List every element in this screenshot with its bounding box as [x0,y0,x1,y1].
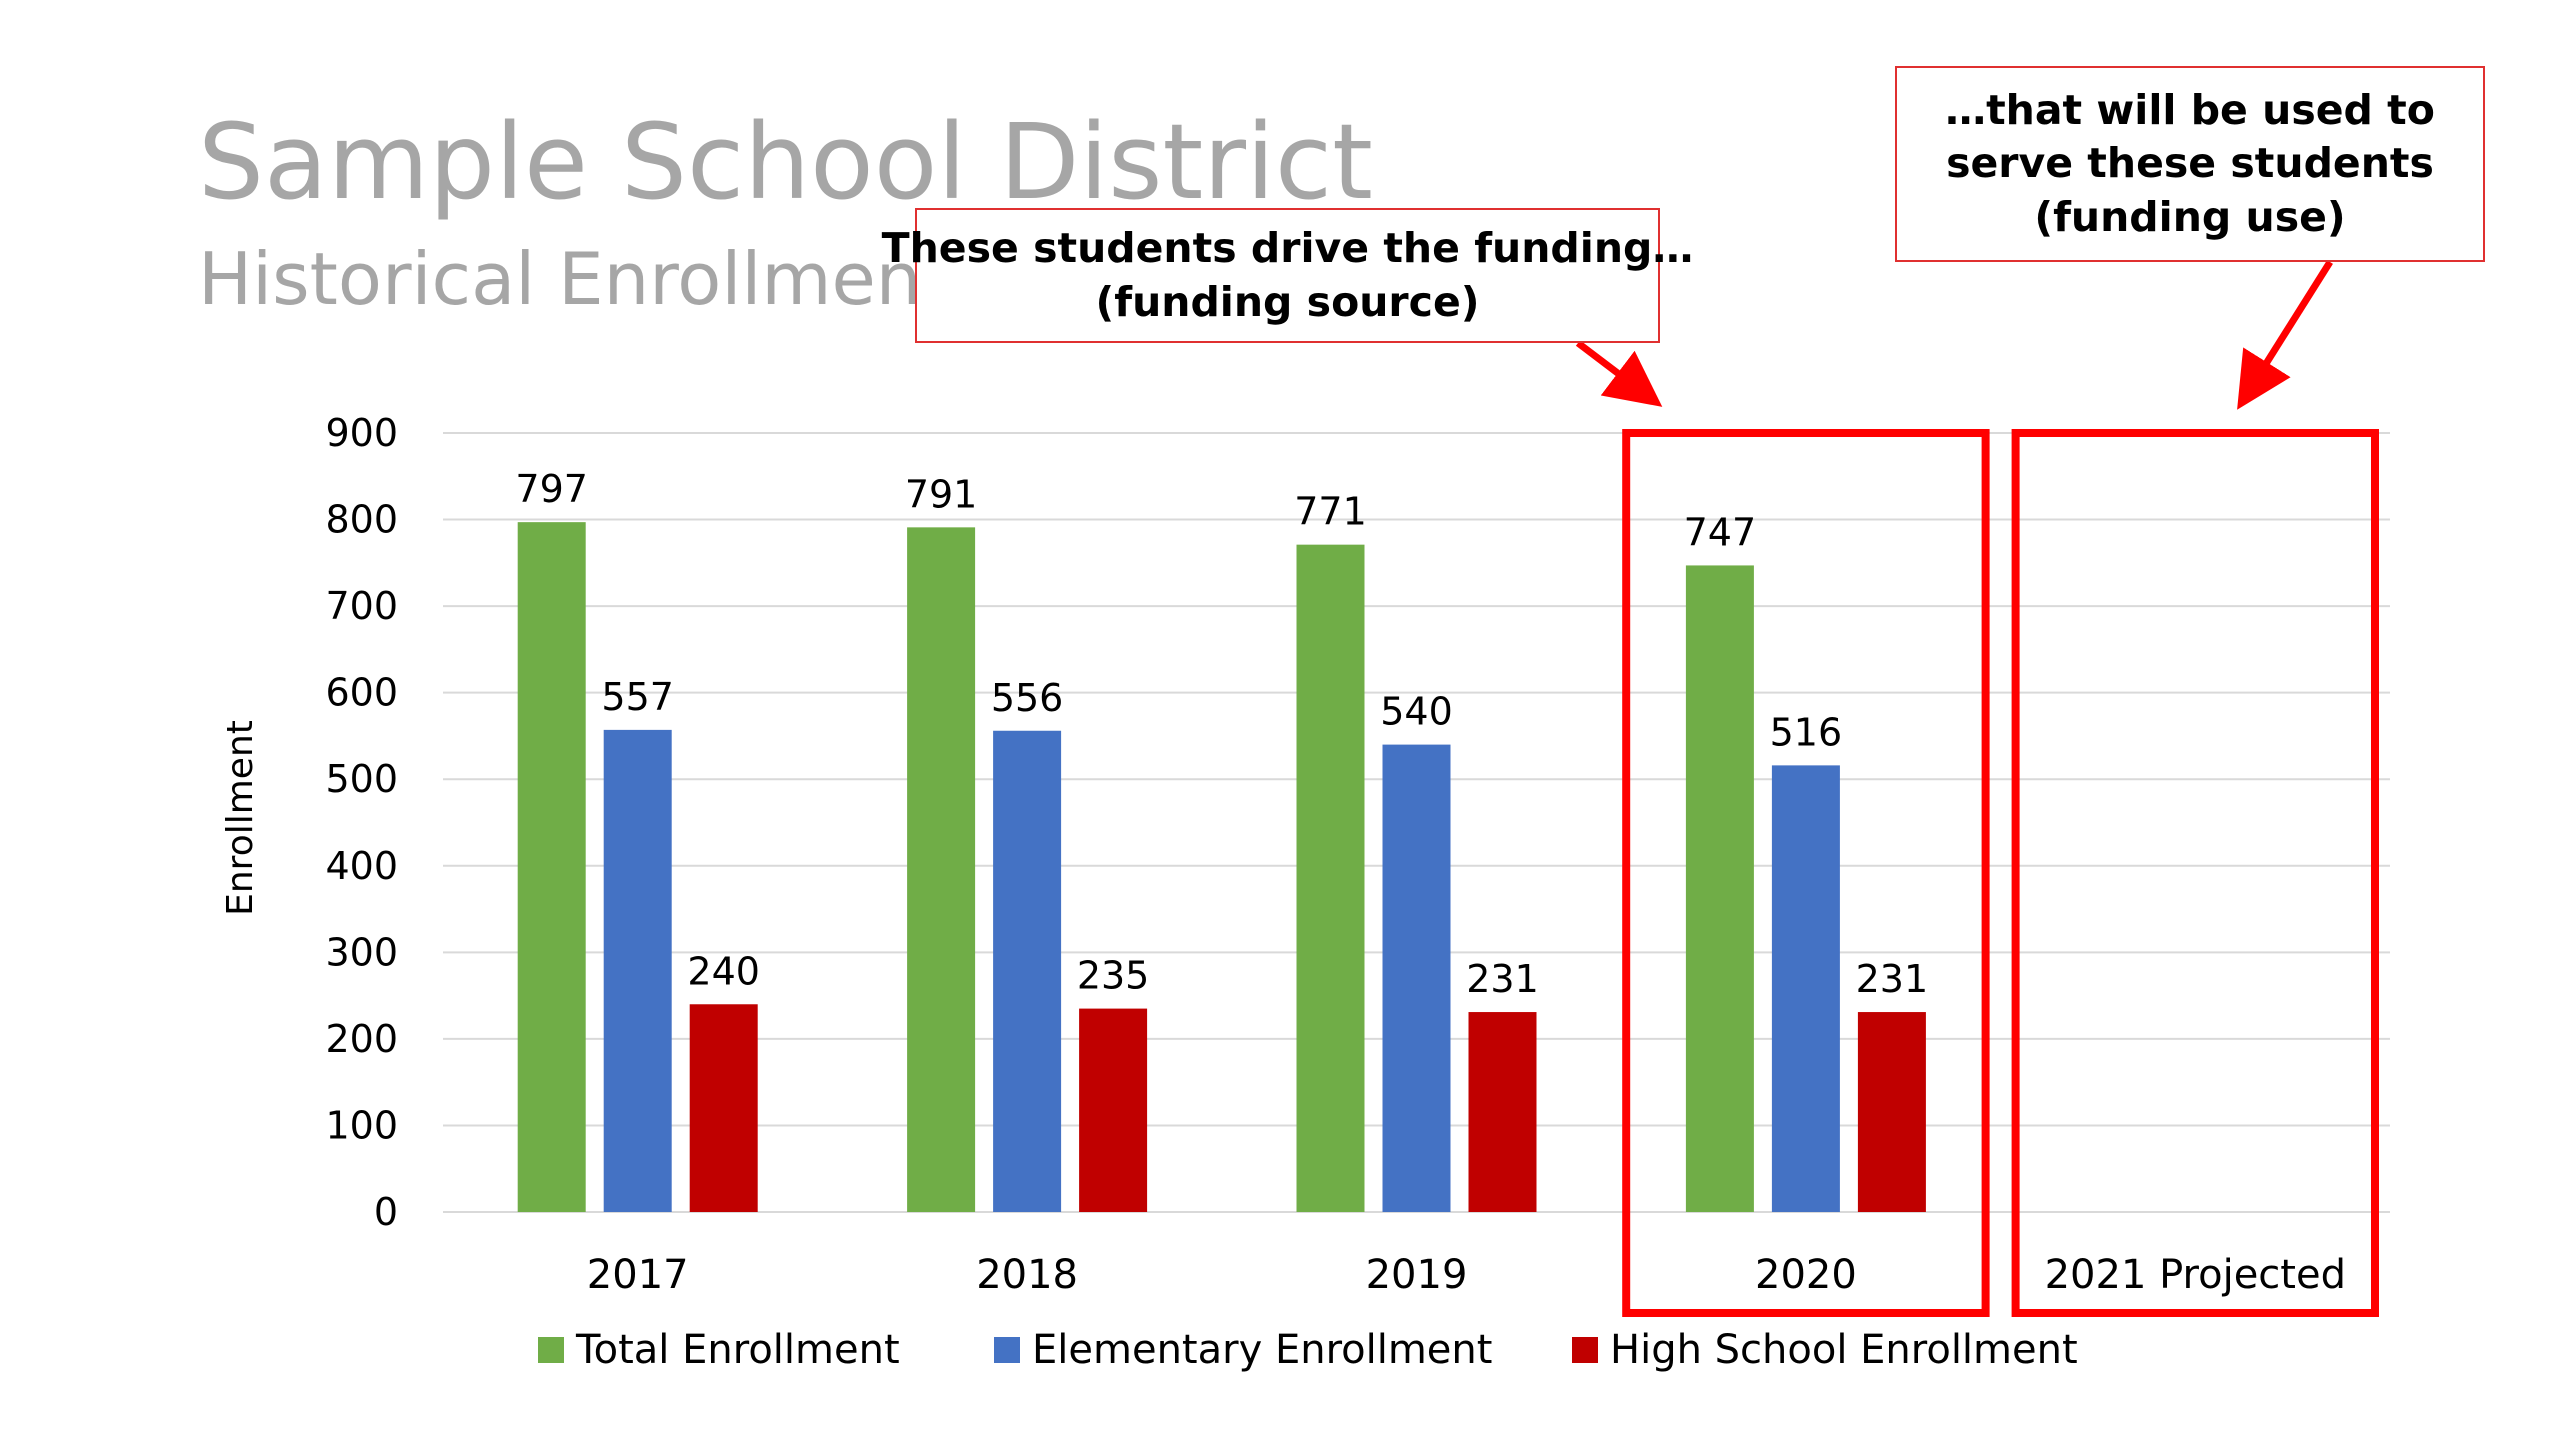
callout-funding-use: …that will be used to serve these studen… [1895,66,2485,262]
x-tick-label: 2018 [976,1252,1078,1298]
legend-swatch [1572,1337,1598,1363]
slide-subtitle: Historical Enrollment [198,237,950,321]
y-tick-label: 500 [325,757,398,801]
x-tick-label: 2017 [587,1252,689,1298]
legend: Total Enrollment Elementary Enrollment Hig… [538,1327,2078,1373]
x-tick-label: 2021 Projected [2045,1252,2346,1298]
y-axis-label: Enrollment [220,720,261,916]
axes: Enrollment 0 100 200 300 400 500 600 700 800 900 2… [220,411,2346,1298]
data-label: 235 [1077,954,1150,998]
data-label: 516 [1770,710,1843,754]
data-label: 771 [1294,490,1367,534]
y-tick-label: 300 [325,930,398,974]
callout-use-line3: (funding use) [2034,192,2346,241]
legend-label: Total Enrollment [575,1327,900,1373]
data-label: 540 [1380,690,1453,734]
y-tick-label: 600 [325,671,398,715]
y-tick-label: 700 [325,584,398,628]
y-tick-label: 100 [325,1103,398,1147]
callout-source-line2: (funding source) [1095,277,1480,326]
bar [517,522,586,1212]
data-label: 231 [1466,957,1539,1001]
arrow-to-2021 [2237,260,2333,410]
callout-use-line2: serve these students [1946,139,2434,188]
x-tick-label: 2020 [1755,1252,1857,1298]
bar [1296,544,1365,1212]
bar [1857,1012,1926,1212]
data-label: 791 [905,472,978,516]
bar [1468,1012,1537,1212]
legend-swatch [538,1337,564,1363]
y-tick-label: 400 [325,844,398,888]
bars [517,522,1926,1212]
callout-source-line1: These students drive the funding… [881,224,1694,273]
data-label: 747 [1684,510,1757,554]
data-label: 240 [687,949,760,993]
legend-label: Elementary Enrollment [1032,1327,1492,1373]
highlight-boxes [1622,429,2379,1317]
bar [907,527,976,1212]
legend-swatch [994,1337,1020,1363]
y-tick-label: 0 [374,1190,398,1234]
highlight-box [1622,429,1990,1317]
data-label: 231 [1856,957,1929,1001]
x-tick-label: 2019 [1366,1252,1468,1298]
y-tick-label: 900 [325,411,398,455]
y-tick-label: 200 [325,1017,398,1061]
slide-title: Sample School District [198,101,1373,223]
bar [1685,565,1754,1212]
data-label: 797 [515,467,588,511]
legend-label: High School Enrollment [1610,1327,2078,1373]
callout-funding-source: These students drive the funding… (fundi… [882,208,1693,343]
arrow-to-2020 [1575,340,1663,407]
callout-use-line1: …that will be used to [1945,86,2435,135]
bar [603,729,672,1212]
bar [689,1004,758,1212]
data-labels: 797 557 240 791 556 235 771 540 231 747 516 231 [515,467,1928,1001]
bar [1771,765,1840,1212]
data-label: 557 [601,675,674,719]
y-tick-label: 800 [325,498,398,542]
bar [993,730,1062,1212]
bar [1079,1008,1148,1212]
highlight-box [2011,429,2379,1317]
data-label: 556 [991,676,1064,720]
bar [1382,744,1451,1212]
callout-arrows [1575,260,2333,410]
